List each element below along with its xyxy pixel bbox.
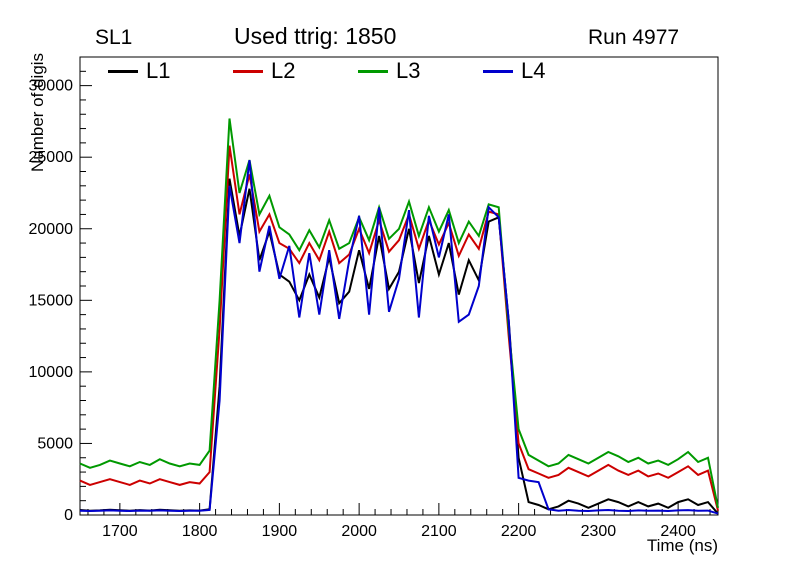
pad-title-left: SL1 <box>95 26 133 49</box>
series-line-L3 <box>79 118 719 508</box>
x-tick-label: 2100 <box>421 523 457 540</box>
x-axis-title: Time (ns) <box>646 536 718 555</box>
legend-item-L3: L3 <box>358 60 483 82</box>
x-tick-label: 2000 <box>341 523 377 540</box>
x-tick-label: 1700 <box>102 523 138 540</box>
y-tick-label: 20000 <box>29 221 74 238</box>
y-tick-label: 30000 <box>29 78 74 95</box>
legend-item-L1: L1 <box>108 60 233 82</box>
series-line-L2 <box>79 145 719 511</box>
y-tick-label: 10000 <box>29 364 74 381</box>
legend-line-sample-L4 <box>483 69 513 73</box>
legend-line-sample-L3 <box>358 69 388 73</box>
y-tick-label: 15000 <box>29 292 74 309</box>
legend-item-L2: L2 <box>233 60 358 82</box>
legend-label-L3: L3 <box>396 58 421 83</box>
x-tick-label: 2300 <box>581 523 617 540</box>
legend-item-L4: L4 <box>483 60 608 82</box>
series-line-L4 <box>79 159 719 515</box>
pad-title-right: Run 4977 <box>588 26 680 49</box>
y-tick-label: 5000 <box>37 435 73 452</box>
plot-frame <box>79 56 719 516</box>
legend: L1 L2 L3 L4 <box>108 60 608 82</box>
legend-label-L1: L1 <box>146 58 171 83</box>
y-tick-label: 0 <box>64 507 73 524</box>
x-tick-label: 1800 <box>182 523 218 540</box>
x-tick-label: 2200 <box>501 523 537 540</box>
y-axis-title: Number of digis <box>28 52 47 172</box>
x-tick-label: 2400 <box>660 523 696 540</box>
y-tick-label: 25000 <box>29 149 74 166</box>
x-tick-label: 1900 <box>262 523 298 540</box>
legend-label-L4: L4 <box>521 58 546 83</box>
legend-line-sample-L1 <box>108 69 138 73</box>
pad-title-center: Used ttrig: 1850 <box>234 23 397 49</box>
legend-line-sample-L2 <box>233 69 263 73</box>
legend-label-L2: L2 <box>271 58 296 83</box>
